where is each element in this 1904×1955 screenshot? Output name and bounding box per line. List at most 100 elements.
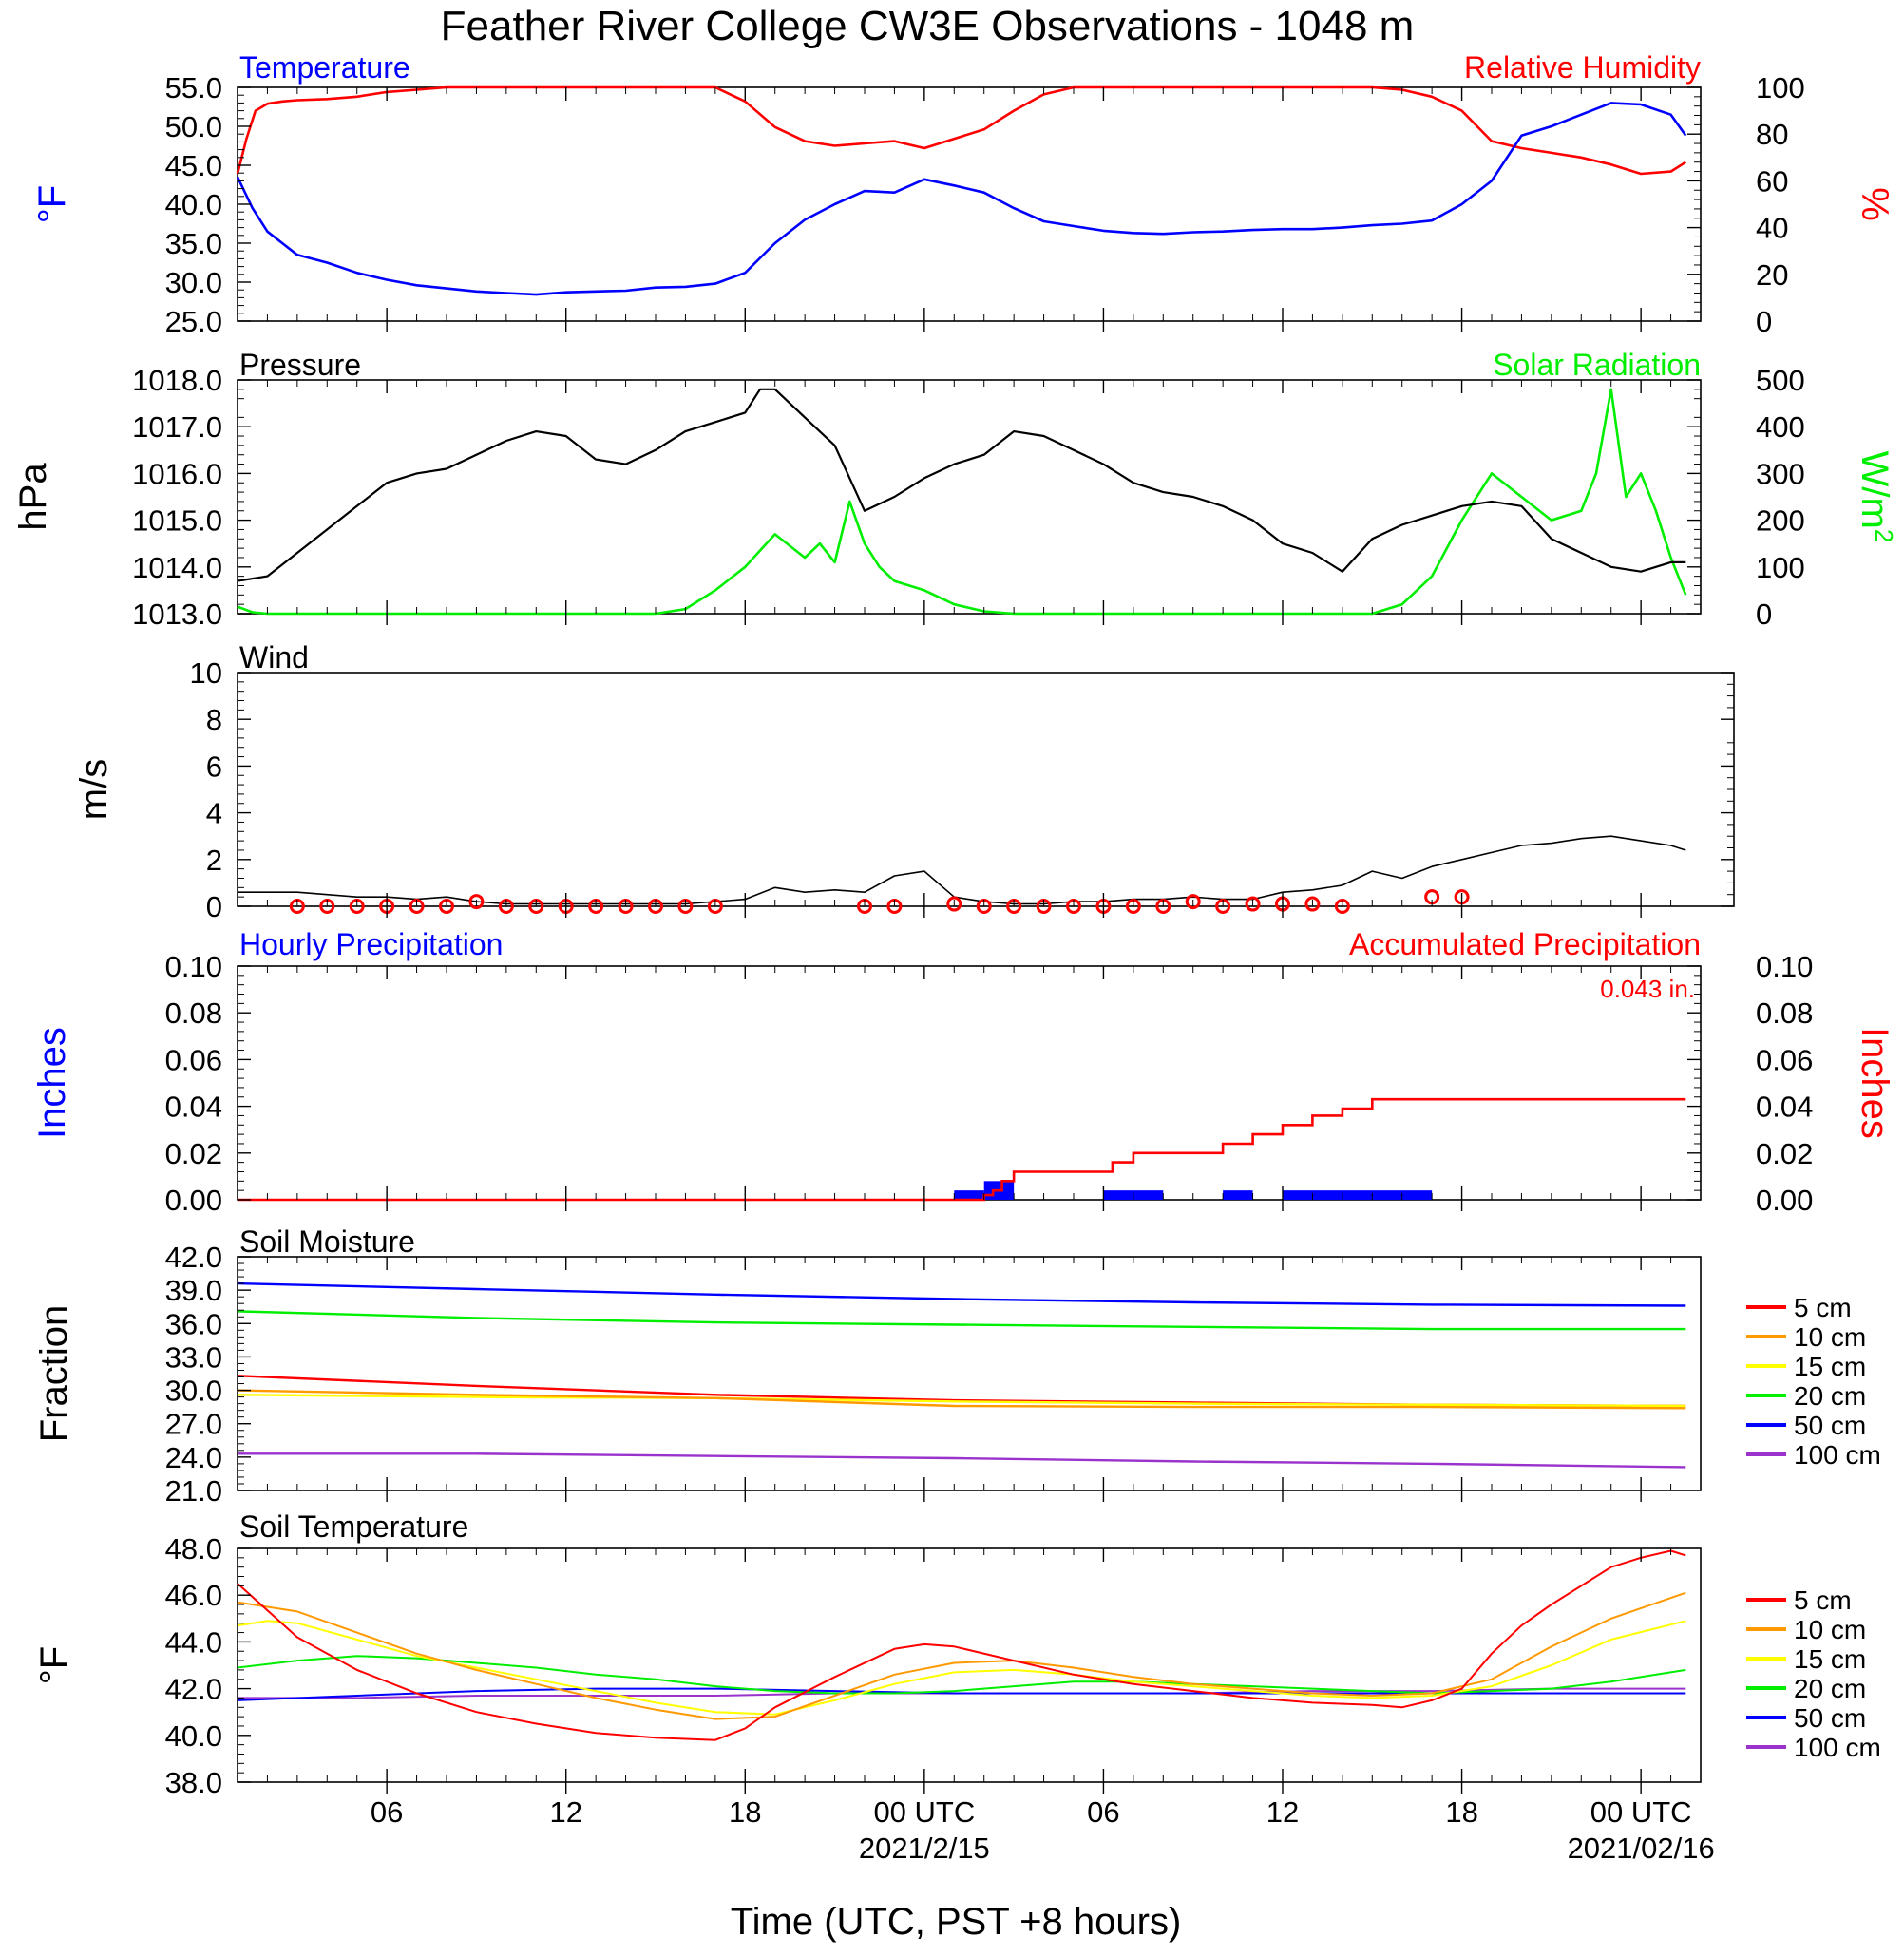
panel-2-ticks: 1013.0 1014.0 1015.0 1016.0 1017.0 1018.0 0 100…	[132, 364, 1805, 631]
humidity-tick-label: 40	[1756, 212, 1788, 245]
legend-label: 100 cm	[1794, 1440, 1881, 1470]
soil-moisture-tick-label: 39.0	[165, 1274, 222, 1307]
wind-barb-calm	[946, 896, 962, 912]
wind-axis-label: m/s	[73, 759, 115, 820]
temperature-tick-label: 35.0	[165, 227, 222, 260]
x-date-label: 2021/2/15	[859, 1832, 990, 1865]
soil-moisture-tick-label: 30.0	[165, 1375, 222, 1408]
x-tick-label: 00 UTC	[1590, 1795, 1692, 1829]
x-tick-label: 12	[1266, 1795, 1299, 1829]
temperature-title: Temperature	[239, 50, 410, 85]
wind-barb-calm	[468, 894, 485, 910]
accum-precip-total: 0.043 in.	[1600, 975, 1695, 1003]
soil-moisture-title: Soil Moisture	[239, 1224, 415, 1259]
solar-tick-label: 200	[1756, 504, 1805, 538]
soil-moisture-tick-label: 24.0	[165, 1441, 222, 1474]
accum-precip-tick-label: 0.04	[1756, 1091, 1813, 1124]
legend-label: 15 cm	[1794, 1644, 1866, 1674]
pressure-tick-label: 1013.0	[132, 598, 222, 631]
humidity-tick-label: 60	[1756, 164, 1788, 198]
hourly-precip-tick-label: 0.06	[165, 1043, 222, 1076]
hourly-precip-bar	[954, 1190, 984, 1200]
wind-tick-label: 4	[206, 797, 222, 830]
humidity-tick-label: 0	[1756, 305, 1772, 338]
humidity-line	[236, 85, 1686, 176]
accum-precip-line	[238, 1097, 1686, 1202]
pressure-line	[237, 388, 1686, 582]
pressure-tick-label: 1018.0	[132, 364, 222, 397]
wind-barb-calm	[1245, 896, 1261, 912]
solar-tick-label: 100	[1756, 551, 1805, 584]
solar-tick-label: 500	[1756, 364, 1805, 397]
legend-label: 5 cm	[1794, 1585, 1852, 1615]
hourly-precip-tick-label: 0.02	[165, 1137, 222, 1170]
hourly-precip-bar	[1283, 1190, 1433, 1200]
panel-precipitation: 0.00 0.02 0.04 0.06 0.08 0.10 0.00 0.02 0.04 0.06…	[31, 927, 1895, 1217]
accum-precip-tick-label: 0.10	[1756, 950, 1813, 983]
x-tick-label: 00 UTC	[873, 1795, 975, 1829]
wind-tick-label: 0	[206, 890, 222, 923]
soil-temperature-tick-label: 46.0	[165, 1579, 222, 1612]
humidity-title: Relative Humidity	[1464, 50, 1701, 85]
panel-temperature-humidity: 25.0 30.0 35.0 40.0 45.0 50.0 55.0 0 20 40 60 80 100…	[31, 50, 1895, 338]
soil-moisture-line	[237, 1310, 1686, 1331]
accum-precip-title: Accumulated Precipitation	[1349, 927, 1701, 961]
x-tick-label: 18	[1445, 1795, 1477, 1829]
humidity-tick-label: 100	[1756, 71, 1805, 104]
humidity-tick-label: 20	[1756, 258, 1788, 292]
panel-pressure-solar: 1013.0 1014.0 1015.0 1016.0 1017.0 1018.0 0 100…	[12, 348, 1898, 631]
soil-temperature-tick-label: 44.0	[165, 1625, 222, 1659]
temperature-tick-label: 55.0	[165, 71, 222, 104]
solar-title: Solar Radiation	[1493, 348, 1701, 382]
soil-moisture-line	[237, 1394, 1686, 1408]
soil-temperature-line	[237, 1591, 1686, 1720]
panel-5-frame	[237, 1256, 1702, 1491]
humidity-tick-label: 80	[1756, 118, 1788, 151]
soil-temperature-tick-label: 38.0	[165, 1766, 222, 1799]
wind-barb-calm	[1185, 894, 1201, 910]
accum-precip-axis-label: Inches	[1854, 1027, 1895, 1139]
hourly-precip-bar	[1223, 1190, 1253, 1200]
legend-label: 50 cm	[1794, 1411, 1866, 1440]
solar-unit-exponent: 2	[1870, 529, 1898, 542]
solar-tick-label: 300	[1756, 457, 1805, 490]
wind-tick-label: 2	[206, 844, 222, 877]
humidity-axis-label: %	[1854, 187, 1895, 221]
panel-5-series	[237, 1281, 1686, 1469]
pressure-tick-label: 1016.0	[132, 457, 222, 490]
accum-precip-tick-label: 0.00	[1756, 1184, 1813, 1217]
pressure-axis-label: hPa	[12, 463, 54, 531]
pressure-tick-label: 1014.0	[132, 551, 222, 584]
panel-5-ticks: 21.024.027.030.033.036.039.042.0	[165, 1241, 1672, 1508]
panel-soil-temperature: 38.0 40.0 42.0 44.0 46.0 48.0 Soil Temperatur…	[33, 1509, 1881, 1799]
solar-tick-label: 0	[1756, 598, 1772, 631]
hourly-precip-axis-label: Inches	[31, 1027, 73, 1139]
soil-moisture-axis-label: Fraction	[33, 1305, 75, 1443]
legend-label: 5 cm	[1794, 1293, 1852, 1322]
wind-tick-label: 6	[206, 750, 222, 783]
x-tick-label: 12	[549, 1795, 581, 1829]
soil-moisture-line	[237, 1281, 1686, 1307]
soil-temperature-tick-label: 48.0	[165, 1532, 222, 1566]
temperature-axis-label: °F	[31, 185, 73, 223]
soil-moisture-tick-label: 36.0	[165, 1307, 222, 1340]
temperature-tick-label: 40.0	[165, 188, 222, 221]
soil-moisture-tick-label: 27.0	[165, 1408, 222, 1441]
soil-temperature-tick-label: 42.0	[165, 1673, 222, 1706]
pressure-tick-label: 1015.0	[132, 504, 222, 538]
solar-unit: W/m	[1854, 451, 1895, 529]
temperature-line	[236, 102, 1687, 296]
soil-temperature-title: Soil Temperature	[239, 1509, 468, 1544]
temperature-tick-label: 50.0	[165, 110, 222, 143]
pressure-title: Pressure	[239, 348, 361, 382]
soil-moisture-line	[237, 1389, 1686, 1410]
accum-precip-tick-label: 0.08	[1756, 996, 1813, 1030]
hourly-precip-tick-label: 0.08	[165, 996, 222, 1030]
panel-soil-moisture: 21.024.027.030.033.036.039.042.0 Soil Mo…	[33, 1224, 1881, 1508]
wind-barb-calm	[1304, 896, 1321, 912]
legend-label: 10 cm	[1794, 1322, 1866, 1352]
soil-moisture-tick-label: 33.0	[165, 1340, 222, 1374]
